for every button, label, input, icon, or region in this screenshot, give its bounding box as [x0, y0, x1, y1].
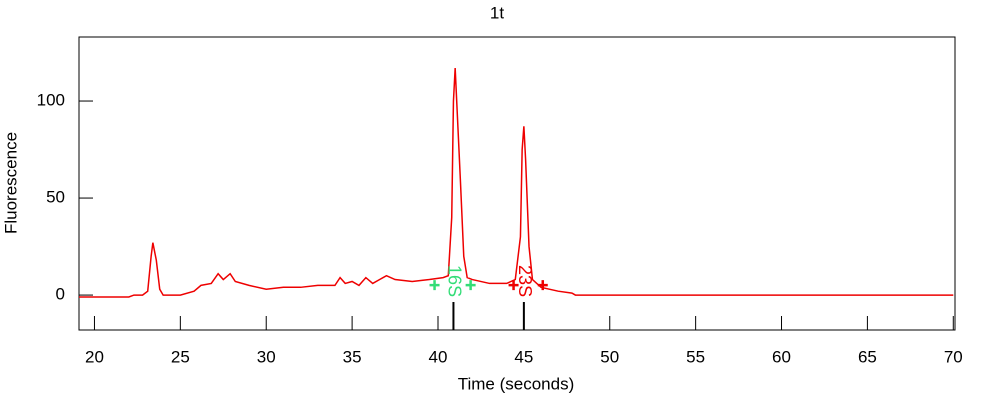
x-tick-label: 35 — [343, 347, 362, 366]
range-marker — [429, 280, 440, 291]
x-tick-label: 40 — [429, 347, 448, 366]
range-marker — [465, 280, 476, 291]
chart-title: 1t — [490, 3, 504, 22]
x-axis-label: Time (seconds) — [458, 374, 575, 393]
y-tick-label: 100 — [37, 91, 65, 110]
range-marker — [508, 280, 519, 291]
x-tick-label: 25 — [171, 347, 190, 366]
x-tick-label: 20 — [85, 347, 104, 366]
x-tick-label: 70 — [944, 347, 963, 366]
x-tick-label: 30 — [257, 347, 276, 366]
y-axis-label: Fluorescence — [1, 132, 20, 234]
x-tick-label: 45 — [514, 347, 533, 366]
x-tick-label: 55 — [686, 347, 705, 366]
y-tick-label: 0 — [56, 285, 65, 304]
x-tick-label: 65 — [858, 347, 877, 366]
x-tick-label: 50 — [600, 347, 619, 366]
trace-line — [79, 68, 954, 298]
peak-label: 23S — [515, 265, 535, 297]
peak-label: 16S — [445, 265, 465, 297]
range-marker — [537, 280, 548, 291]
plot-frame — [78, 36, 956, 331]
y-tick-label: 50 — [46, 188, 65, 207]
x-tick-label: 60 — [772, 347, 791, 366]
